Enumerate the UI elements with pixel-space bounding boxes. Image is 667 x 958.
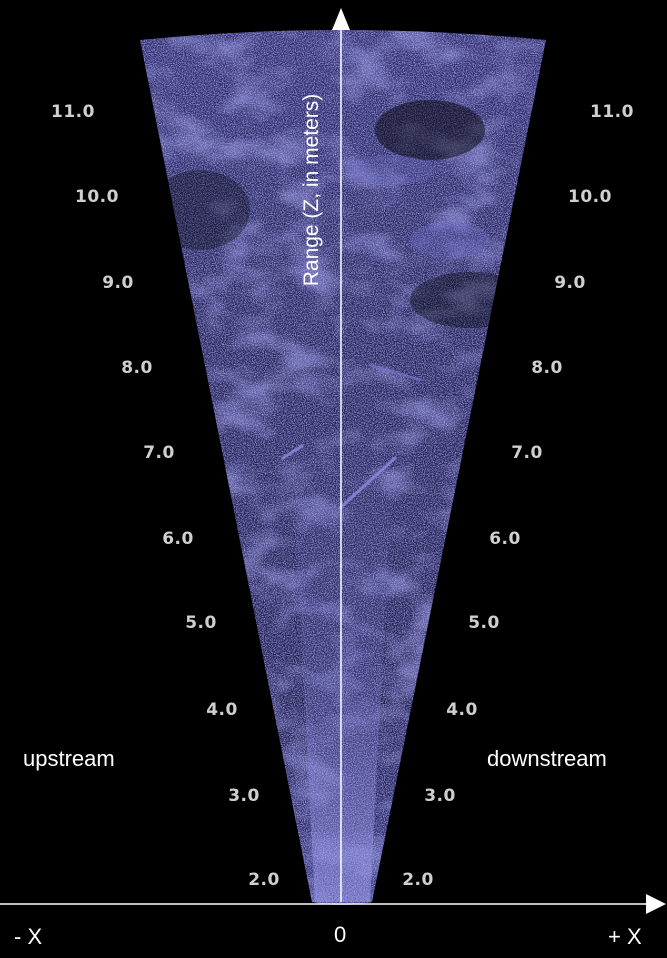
range-tick-left: 6.0 <box>162 529 194 549</box>
range-tick-left: 2.0 <box>248 870 280 890</box>
range-tick-right: 9.0 <box>554 273 586 293</box>
range-axis-arrowhead <box>332 8 350 30</box>
x-axis-arrowhead <box>646 894 666 914</box>
range-tick-left: 3.0 <box>228 786 260 806</box>
range-tick-left: 10.0 <box>75 187 119 207</box>
range-tick-right: 7.0 <box>511 443 543 463</box>
range-tick-right: 10.0 <box>568 187 612 207</box>
x-axis-origin-label: 0 <box>334 922 347 947</box>
range-tick-right: 5.0 <box>468 613 500 633</box>
range-tick-left: 4.0 <box>206 700 238 720</box>
range-tick-right: 3.0 <box>424 786 456 806</box>
downstream-label: downstream <box>487 746 607 771</box>
x-axis-negative-label: - X <box>14 924 43 949</box>
range-tick-right: 11.0 <box>590 102 634 122</box>
range-tick-left: 9.0 <box>102 273 134 293</box>
range-tick-right: 4.0 <box>446 700 478 720</box>
range-tick-left: 11.0 <box>51 102 95 122</box>
range-tick-left: 8.0 <box>121 358 153 378</box>
x-axis-positive-label: + X <box>608 924 642 949</box>
range-axis-label: Range (Z, in meters) <box>300 93 323 287</box>
range-tick-left: 7.0 <box>143 443 175 463</box>
upstream-label: upstream <box>23 746 115 771</box>
range-tick-right: 8.0 <box>531 358 563 378</box>
range-tick-left: 5.0 <box>185 613 217 633</box>
range-tick-right: 2.0 <box>402 870 434 890</box>
range-tick-right: 6.0 <box>489 529 521 549</box>
